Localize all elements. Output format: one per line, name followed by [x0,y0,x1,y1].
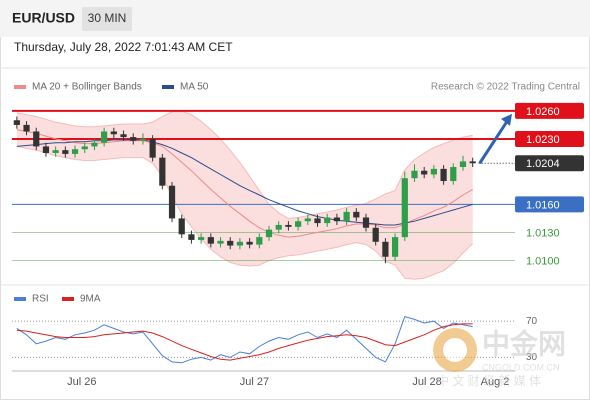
candle-body [246,241,253,245]
level-label: 1.0260 [526,106,560,118]
candle-body [430,168,437,175]
x-tick-label: Jul 28 [412,376,441,388]
candle-body [450,166,457,182]
candle-body [168,185,176,219]
timeframe-button[interactable] [82,7,132,31]
level-label: 1.0230 [526,134,560,146]
legend-label: MA 50 [180,82,209,93]
candle-body [411,170,418,179]
candle-body [149,138,156,158]
candle-body [285,224,292,227]
timestamp: Thursday, July 28, 2022 7:01:43 AM CET [14,40,233,54]
rsi-line [16,315,473,364]
candle-body [227,240,234,246]
candle-body [382,241,389,257]
bollinger-band [16,110,473,280]
legend-label: 9MA [80,294,101,305]
level-label: 1.0130 [526,227,560,239]
candle-body [295,221,302,227]
level-box [515,196,584,213]
forecast-arrowhead [501,113,512,126]
symbol-title: EUR/USD [12,10,75,26]
candle-body [130,137,137,141]
candle-body [391,237,399,257]
candle-body [188,234,195,240]
candle-body [362,217,370,228]
legend-label: MA 20 + Bollinger Bands [32,82,142,93]
candle-body [256,237,263,245]
forecast-arrow [478,119,510,165]
candle-body [421,170,428,175]
candle-body [314,218,321,224]
candle-body [353,211,360,218]
candle-body [236,241,244,246]
candle-body [120,134,127,138]
candle-body [13,120,20,125]
watermark-slogan: 中 文 财 经 新 媒 体 [437,373,541,388]
candle-body [372,227,379,242]
candle-body [23,124,30,132]
x-tick-label: Jul 27 [240,376,269,388]
candle-body [81,146,88,150]
candle-body [217,240,224,244]
level-box [515,155,584,172]
watermark: 中金网 CNGOLD.COM.CN中 文 财 经 新 媒 体 [433,327,566,388]
candle-body [178,218,185,235]
candle-body [324,217,331,224]
watermark-brand: 中金网 [482,327,566,359]
candle-body [343,211,350,222]
candle-body [33,131,40,147]
legend-label: RSI [32,294,49,305]
candle-body [139,138,147,141]
candle-body [469,161,476,164]
x-tick-label: Aug 2 [481,376,510,388]
candle-body [304,218,311,222]
watermark-site: CNGOLD.COM.CN [482,362,560,372]
candle-body [42,146,50,153]
level-label: 1.0100 [526,255,560,267]
watermark-logo-inner [443,338,467,362]
candle-body [459,161,467,167]
candle-body [101,131,108,143]
level-box [515,130,584,147]
level-label: 1.0160 [526,199,560,211]
candle-body [159,157,166,186]
level-label: 1.0204 [526,158,560,170]
timeframe-label[interactable]: 30 MIN [88,11,127,25]
candle-body [207,237,214,244]
rsi-tick-label: 70 [526,316,538,327]
bollinger-lower [16,145,474,280]
candle-body [110,131,117,135]
candle-body [265,229,273,238]
credit: Research © 2022 Trading Central [431,82,580,93]
level-box [515,102,584,119]
candle-body [333,217,341,222]
candle-body [401,178,408,238]
candle-body [91,142,98,147]
candle-body [198,237,205,240]
x-tick-label: Jul 26 [67,376,96,388]
candle-body [52,150,59,153]
candle-body [62,150,69,154]
rsi-tick-label: 30 [526,352,538,363]
bollinger-upper [16,110,473,219]
rsi-line [16,323,473,361]
candle-body [440,168,447,182]
moving-average [16,139,473,226]
candle-body [275,224,282,230]
candle-body [71,149,79,154]
